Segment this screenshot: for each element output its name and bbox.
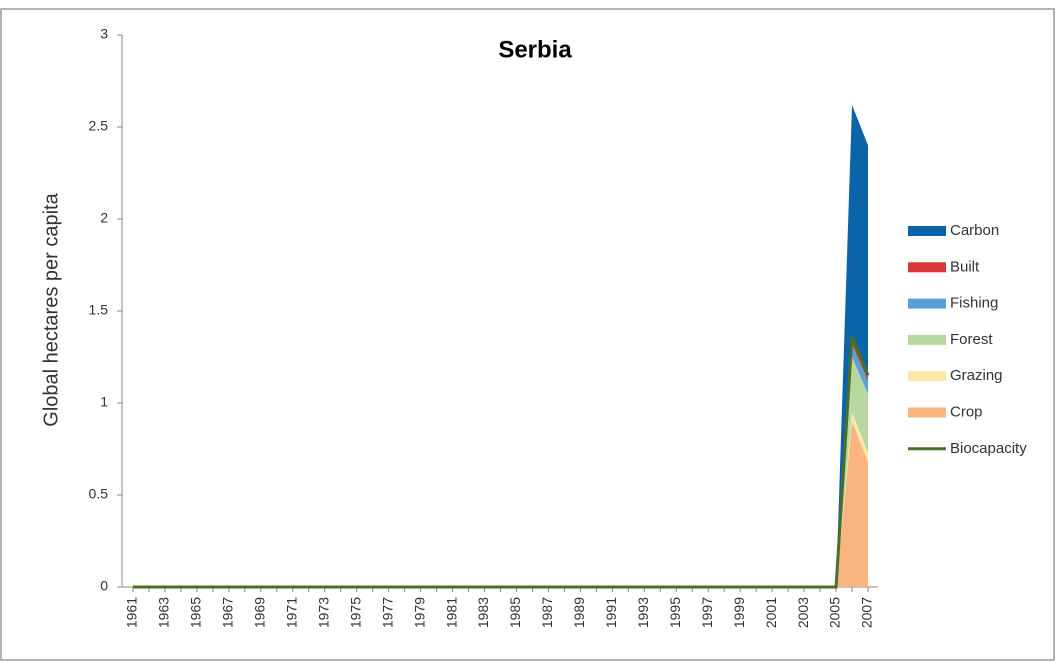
x-tick-label: 1995 — [667, 597, 683, 628]
x-tick-label: 1971 — [283, 597, 299, 628]
x-tick-label: 1985 — [507, 597, 523, 628]
x-tick-label: 2007 — [859, 597, 875, 628]
x-tick-label: 1977 — [379, 597, 395, 628]
legend-label: Fishing — [950, 295, 998, 312]
legend-swatch — [908, 407, 946, 418]
x-tick-label: 1961 — [124, 597, 140, 628]
y-tick-label: 2.5 — [89, 118, 109, 134]
x-tick-label: 1999 — [731, 597, 747, 628]
y-tick-label: 3 — [100, 26, 108, 42]
x-tick-label: 1991 — [603, 597, 619, 628]
x-tick-label: 2005 — [827, 597, 843, 628]
y-tick-label: 1 — [100, 394, 108, 410]
x-tick-label: 1969 — [252, 597, 268, 628]
x-tick-label: 2003 — [795, 597, 811, 628]
x-tick-label: 1981 — [443, 597, 459, 628]
x-tick-label: 1993 — [635, 597, 651, 628]
x-tick-label: 1983 — [475, 597, 491, 628]
x-tick-label: 1973 — [315, 597, 331, 628]
y-tick-label: 2 — [100, 210, 108, 226]
y-tick-label: 1.5 — [89, 302, 109, 318]
x-tick-label: 1967 — [220, 597, 236, 628]
x-tick-label: 1963 — [156, 597, 172, 628]
x-tick-label: 1975 — [347, 597, 363, 628]
legend-label: Forest — [950, 331, 993, 348]
legend-swatch — [908, 334, 946, 345]
legend-swatch — [908, 371, 946, 382]
y-tick-label: 0.5 — [89, 486, 109, 502]
chart-title: Serbia — [498, 36, 572, 63]
line — [133, 336, 870, 589]
legend-label: Carbon — [950, 222, 999, 239]
legend-swatch — [908, 262, 946, 273]
legend-swatch — [908, 226, 946, 236]
legend-label: Grazing — [950, 367, 1003, 384]
legend-label: Built — [950, 258, 980, 275]
x-tick-label: 1979 — [411, 597, 427, 628]
y-tick-label: 0 — [100, 578, 108, 594]
y-axis-label: Global hectares per capita — [40, 192, 62, 426]
x-tick-label: 1987 — [539, 597, 555, 628]
x-tick-label: 2001 — [763, 597, 779, 628]
x-tick-label: 1989 — [571, 597, 587, 628]
frame — [0, 8, 1055, 661]
legend-label: Biocapacity — [950, 440, 1027, 457]
legend-label: Crop — [950, 403, 983, 420]
x-tick-label: 1997 — [699, 597, 715, 628]
legend-swatch — [908, 298, 946, 309]
x-tick-label: 1965 — [188, 597, 204, 628]
